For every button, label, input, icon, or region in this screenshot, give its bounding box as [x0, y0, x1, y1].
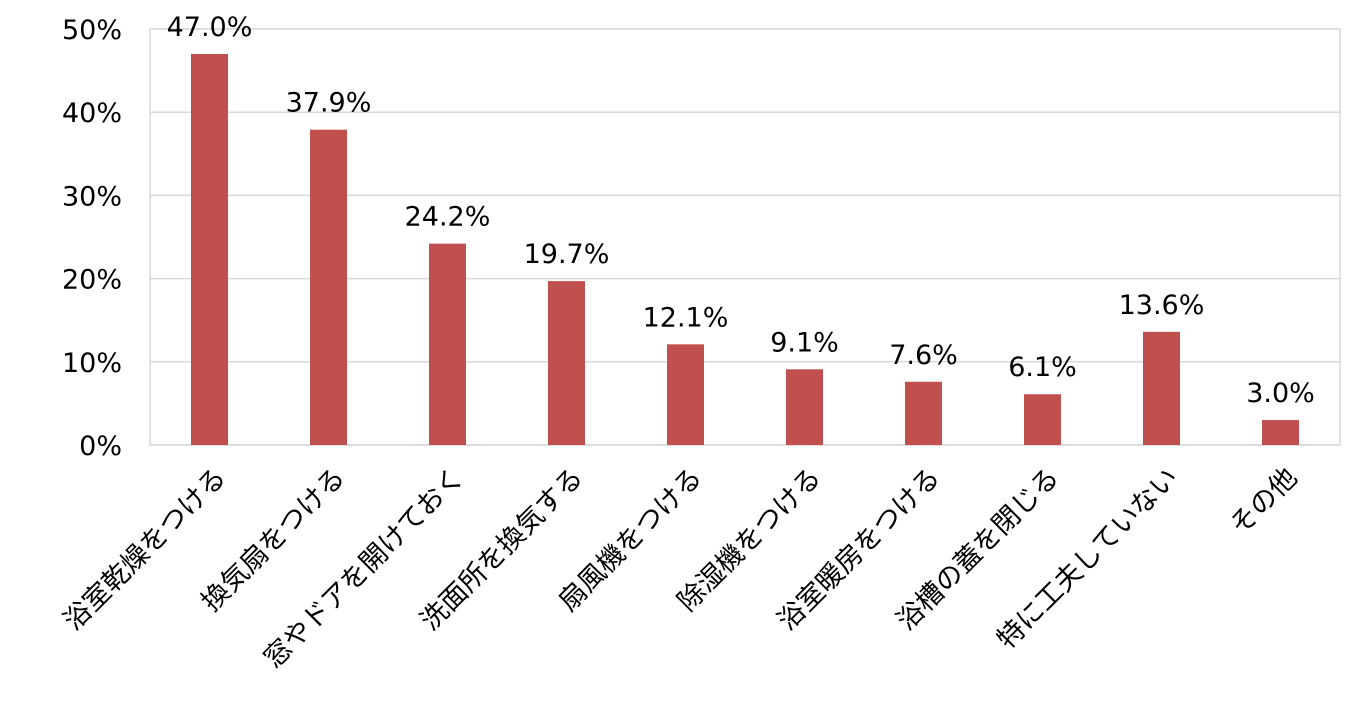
- bar: [310, 129, 347, 445]
- bar: [905, 381, 942, 445]
- y-tick-label: 10%: [62, 348, 122, 379]
- y-tick-label: 0%: [79, 431, 122, 462]
- bar: [667, 344, 704, 445]
- y-tick-label: 50%: [62, 15, 122, 46]
- y-tick-label: 20%: [62, 265, 122, 296]
- y-axis-ticks: 0% 10% 20% 30% 40% 50%: [62, 15, 122, 462]
- data-label: 12.1%: [643, 302, 729, 333]
- bar: [191, 53, 228, 446]
- category-label: 窓やドアを開けておく: [258, 462, 470, 674]
- category-label-layer: 浴室乾燥をつける換気扇をつける窓やドアを開けておく洗面所を換気する扇風機をつける…: [58, 462, 1304, 674]
- data-label: 13.6%: [1119, 290, 1205, 321]
- y-tick-label: 40%: [62, 98, 122, 129]
- data-label: 6.1%: [1008, 352, 1077, 383]
- data-label: 3.0%: [1246, 378, 1315, 409]
- bar: [1262, 420, 1299, 445]
- bar: [1024, 394, 1061, 445]
- data-label: 24.2%: [405, 202, 491, 233]
- data-label: 9.1%: [770, 327, 839, 358]
- data-label: 7.6%: [889, 340, 958, 371]
- category-label: その他: [1224, 462, 1303, 541]
- data-label-layer: 47.0% 37.9% 24.2% 19.7% 12.1% 9.1% 7.6% 6.1% 13.…: [167, 12, 1315, 409]
- bar: [1143, 331, 1180, 445]
- bar: [429, 243, 466, 445]
- bar: [548, 281, 585, 445]
- bar: [786, 369, 823, 445]
- category-label: 浴室乾燥をつける: [58, 462, 233, 637]
- y-tick-label: 30%: [62, 181, 122, 212]
- bar-layer: [191, 53, 1299, 446]
- data-label: 37.9%: [286, 88, 372, 119]
- grid-layer: [149, 28, 1341, 446]
- data-label: 19.7%: [524, 239, 610, 270]
- data-label: 47.0%: [167, 12, 253, 43]
